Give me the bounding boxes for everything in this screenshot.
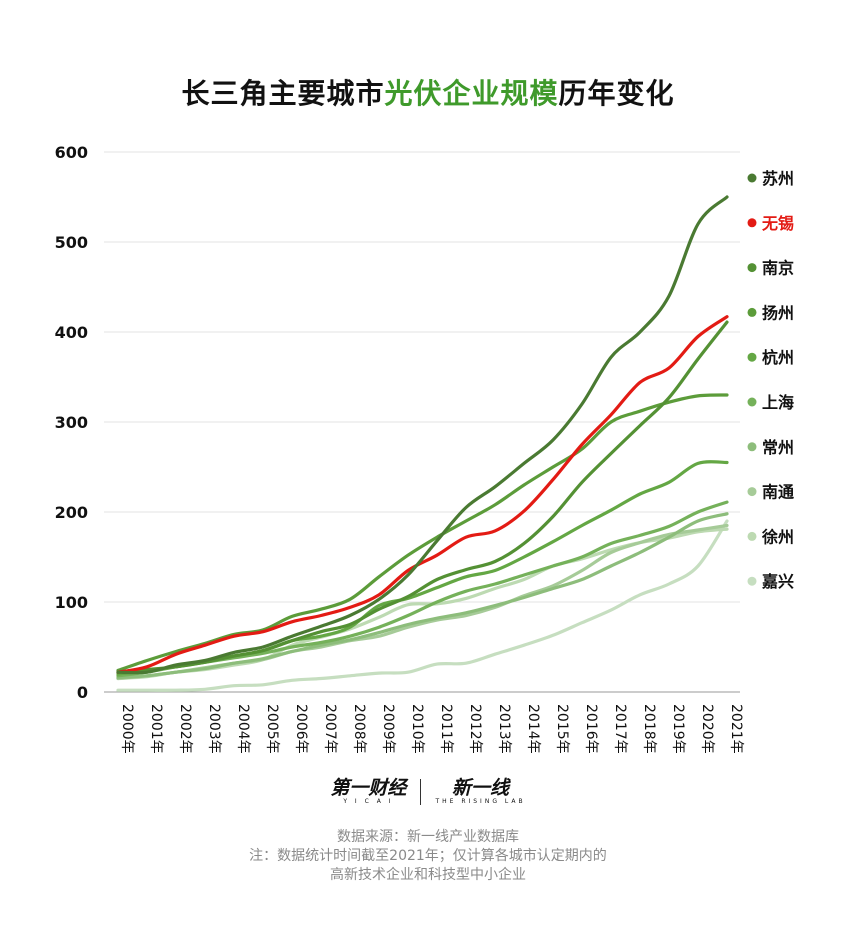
- y-tick-label: 600: [55, 143, 88, 162]
- legend-marker: [747, 352, 757, 362]
- y-tick-label: 100: [55, 593, 88, 612]
- legend-marker: [747, 263, 757, 273]
- data-source: 数据来源：新一线产业数据库: [337, 829, 519, 845]
- title-highlight: 光伏企业规模: [384, 77, 559, 110]
- x-tick-label: 2014年: [525, 704, 541, 754]
- x-tick-label: 2013年: [496, 704, 512, 754]
- x-tick-label: 2003年: [206, 704, 222, 754]
- x-tick-label: 2005年: [264, 704, 280, 754]
- legend-label: 扬州: [762, 303, 794, 322]
- legend-marker: [747, 173, 757, 183]
- series-line-南京: [116, 320, 729, 674]
- y-tick-label: 500: [55, 233, 88, 252]
- note-line-1: 注：数据统计时间截至2021年；仅计算各城市认定期内的: [249, 848, 607, 864]
- legend-marker: [747, 531, 757, 541]
- x-tick-label: 2008年: [351, 704, 367, 754]
- y-tick-label: 0: [77, 683, 88, 702]
- legend-marker: [747, 487, 757, 497]
- series-line-无锡: [116, 315, 729, 674]
- legend-label: 上海: [762, 393, 794, 412]
- logo-divider: [420, 779, 422, 805]
- series-line-苏州: [116, 195, 729, 675]
- line-chart: 0 100 200 300 400 500 600 2000年 2001年 2002年 2003年…: [55, 143, 794, 754]
- legend-label: 南通: [762, 483, 794, 502]
- x-axis-ticks: 2000年 2001年 2002年 2003年 2004年 2005年 2006年 2007年…: [119, 704, 744, 754]
- legend-marker: [747, 442, 757, 452]
- series-lines: [116, 195, 729, 692]
- yicai-logo-sub: Y I C A I: [343, 798, 394, 805]
- x-tick-label: 2001年: [148, 704, 164, 754]
- title-part1: 长三角主要城市: [181, 77, 385, 110]
- yicai-logo: 第一财经 Y I C A I: [330, 778, 406, 806]
- legend-label: 常州: [762, 438, 794, 457]
- y-tick-label: 300: [55, 413, 88, 432]
- x-tick-label: 2000年: [119, 704, 135, 754]
- x-tick-label: 2016年: [583, 704, 599, 754]
- x-tick-label: 2019年: [670, 704, 686, 754]
- series-line-扬州: [116, 393, 729, 672]
- legend-label: 南京: [762, 259, 794, 278]
- footnotes: 数据来源：新一线产业数据库 注：数据统计时间截至2021年；仅计算各城市认定期内…: [0, 828, 856, 885]
- y-tick-label: 200: [55, 503, 88, 522]
- legend-marker: [747, 218, 757, 228]
- legend-marker: [747, 397, 757, 407]
- x-tick-label: 2011年: [438, 704, 454, 754]
- y-tick-label: 400: [55, 323, 88, 342]
- x-tick-label: 2020年: [699, 704, 715, 754]
- x-tick-label: 2012年: [467, 704, 483, 754]
- x-tick-label: 2021年: [728, 704, 744, 754]
- rising-lab-logo-sub: THE RISING LAB: [435, 798, 526, 805]
- x-tick-label: 2010年: [409, 704, 425, 754]
- note-line-2: 高新技术企业和科技型中小企业: [330, 867, 526, 883]
- legend-label: 无锡: [761, 214, 794, 233]
- x-tick-label: 2017年: [612, 704, 628, 754]
- x-tick-label: 2018年: [641, 704, 657, 754]
- legend-label: 嘉兴: [761, 572, 794, 591]
- series-line-常州: [116, 512, 729, 680]
- logos: 第一财经 Y I C A I 新一线 THE RISING LAB: [0, 778, 856, 806]
- legend-label: 杭州: [762, 348, 794, 367]
- title-part2: 历年变化: [558, 77, 675, 110]
- legend-label: 徐州: [761, 527, 794, 546]
- x-tick-label: 2002年: [177, 704, 193, 754]
- grid-lines: [104, 151, 740, 693]
- legend-marker: [747, 576, 757, 586]
- legend-label: 苏州: [762, 169, 794, 188]
- series-line-嘉兴: [116, 519, 729, 692]
- x-tick-label: 2007年: [322, 704, 338, 754]
- y-axis-ticks: 0 100 200 300 400 500 600: [55, 143, 88, 702]
- rising-lab-logo: 新一线 THE RISING LAB: [435, 778, 525, 806]
- rising-lab-logo-text: 新一线: [452, 777, 510, 799]
- yicai-logo-text: 第一财经: [330, 777, 407, 799]
- x-tick-label: 2009年: [380, 704, 396, 754]
- series-line-徐州: [116, 527, 729, 681]
- x-tick-label: 2006年: [293, 704, 309, 754]
- x-tick-label: 2015年: [554, 704, 570, 754]
- chart-title: 长三角主要城市光伏企业规模历年变化: [0, 72, 856, 112]
- legend-marker: [747, 307, 757, 317]
- x-tick-label: 2004年: [235, 704, 251, 754]
